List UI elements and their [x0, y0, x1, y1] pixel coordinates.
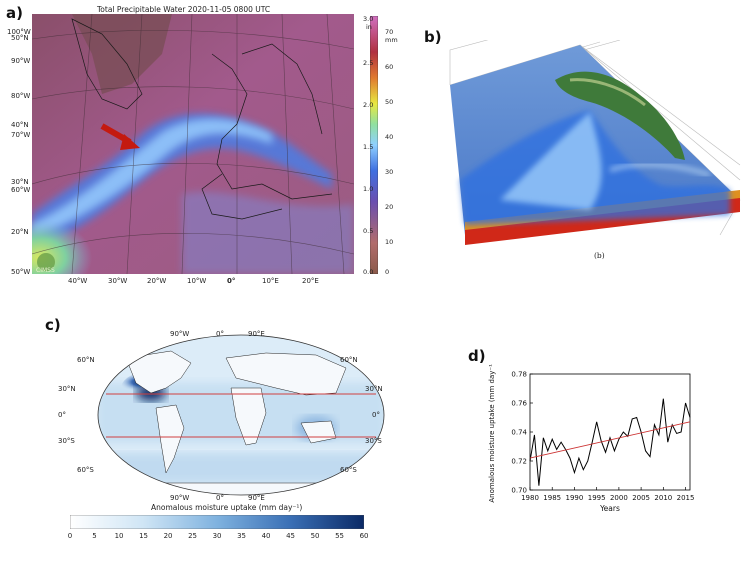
- plot-frame: [529, 373, 691, 491]
- colorbar-mm-tick: 60: [385, 63, 394, 71]
- panel-b-caption: (b): [594, 251, 605, 260]
- x-tick-label: 1990: [566, 494, 584, 502]
- panel-a-letter: a): [6, 4, 23, 22]
- lat-label: 60°N: [77, 356, 95, 364]
- colorbar-mm-tick: 50: [385, 98, 394, 106]
- lat-label: 40°N: [11, 121, 29, 129]
- series-line: [529, 398, 691, 486]
- panel-c-letter: c): [45, 316, 61, 334]
- lon-label: 90°W: [170, 494, 190, 502]
- colorbar-tick-label: 10: [114, 532, 124, 540]
- lon-label: 90°E: [248, 330, 265, 338]
- lat-label: 20°N: [11, 228, 29, 236]
- colorbar-tick-label: 15: [139, 532, 149, 540]
- colorbar-tick-label: 50: [310, 532, 320, 540]
- lat-label: 60°W: [11, 186, 31, 194]
- lat-label: 80°W: [11, 92, 31, 100]
- cimss-logo: CIMSS: [36, 267, 55, 274]
- panel-c-xlabel: Anomalous moisture uptake (mm day⁻¹): [151, 503, 303, 512]
- x-tick-label: 2005: [632, 494, 650, 502]
- arrow-icon: [100, 123, 140, 150]
- y-axis-label: Anomalous moisture uptake (mm day⁻¹): [488, 364, 496, 503]
- colorbar-mm-tick: 10: [385, 238, 394, 246]
- global-uptake-map: [97, 334, 385, 496]
- lat-label: 0°: [58, 411, 66, 419]
- lat-label: 90°W: [11, 57, 31, 65]
- tpw-map: CIMSS: [32, 14, 354, 274]
- colorbar-in-tick: 1.5: [363, 143, 374, 151]
- colorbar-tick-label: 40: [261, 532, 271, 540]
- colorbar-tick-label: 20: [163, 532, 173, 540]
- colorbar-in-tick: 1.0: [363, 185, 374, 193]
- lat-label: 70°W: [11, 131, 31, 139]
- uptake-timeseries-chart: 0.70 0.72 0.74 0.76 0.78 1980 1985 1990 1995 2000…: [488, 364, 695, 513]
- colorbar-tick-label: 25: [188, 532, 198, 540]
- x-axis-label: Years: [599, 504, 620, 513]
- colorbar-in-tick: 0.0: [363, 268, 374, 276]
- lat-label: 60°S: [77, 466, 94, 474]
- x-tick-label: 1980: [521, 494, 539, 502]
- colorbar-tick-label: 30: [212, 532, 222, 540]
- colorbar-in-tick: 0.5: [363, 227, 374, 235]
- panel-d-letter: d): [468, 347, 486, 365]
- x-tick-label: 1985: [543, 494, 561, 502]
- y-tick-label: 0.76: [511, 400, 527, 408]
- lon-label: 0°: [216, 330, 224, 338]
- lat-label: 30°N: [365, 385, 383, 393]
- lon-label: 0°: [227, 277, 236, 285]
- colorbar-tick-label: 0: [67, 532, 73, 540]
- uptake-colorbar: [70, 515, 364, 529]
- lon-label: 30°W: [108, 277, 128, 285]
- lat-label: 100°W: [7, 28, 31, 36]
- colorbar-tick-label: 55: [335, 532, 345, 540]
- colorbar-mm-tick: 20: [385, 203, 394, 211]
- y-tick-label: 0.74: [511, 429, 527, 437]
- trend-line: [529, 421, 691, 459]
- panel-a-title: Total Precipitable Water 2020-11-05 0800…: [97, 5, 271, 14]
- colorbar-mm-tick: 0: [385, 268, 390, 276]
- lon-label: 10°W: [187, 277, 207, 285]
- lat-label: 60°S: [340, 466, 357, 474]
- lat-label: 50°N: [11, 34, 29, 42]
- colorbar-mm-tick: 70: [385, 28, 394, 36]
- colorbar-tick-label: 45: [286, 532, 296, 540]
- y-tick-label: 0.72: [511, 458, 527, 466]
- colorbar-in-unit: in: [366, 23, 372, 31]
- x-tick-label: 1995: [588, 494, 606, 502]
- lon-label: 40°W: [68, 277, 88, 285]
- lon-label: 90°W: [170, 330, 190, 338]
- lat-label: 30°N: [58, 385, 76, 393]
- colorbar-tick-label: 60: [359, 532, 369, 540]
- lat-label: 50°W: [11, 268, 31, 276]
- colorbar-in-tick: 3.0: [363, 15, 374, 23]
- lat-label: 60°N: [340, 356, 358, 364]
- x-tick-label: 2010: [654, 494, 672, 502]
- panel-b-letter: b): [424, 28, 442, 46]
- colorbar-mm-tick: 30: [385, 168, 394, 176]
- colorbar-mm-tick: 40: [385, 133, 394, 141]
- colorbar-tick-label: 5: [92, 532, 97, 540]
- y-tick-label: 0.70: [511, 487, 527, 495]
- y-tick-label: 0.78: [511, 371, 527, 379]
- lon-label: 0°: [216, 494, 224, 502]
- colorbar-mm-unit: mm: [385, 36, 398, 44]
- x-tick-label: 2015: [677, 494, 695, 502]
- lat-label: 30°N: [11, 178, 29, 186]
- lon-label: 10°E: [262, 277, 279, 285]
- moisture-3d-render: [449, 40, 741, 245]
- colorbar-in-tick: 2.0: [363, 101, 374, 109]
- lat-label: 30°S: [58, 437, 75, 445]
- lon-label: 90°E: [248, 494, 265, 502]
- colorbar-tick-label: 35: [237, 532, 247, 540]
- lon-label: 20°W: [147, 277, 167, 285]
- tpw-colorbar: [370, 16, 378, 274]
- x-tick-label: 2000: [610, 494, 628, 502]
- lat-label: 30°S: [365, 437, 382, 445]
- lat-label: 0°: [372, 411, 380, 419]
- colorbar-in-tick: 2.5: [363, 59, 374, 67]
- lon-label: 20°E: [302, 277, 319, 285]
